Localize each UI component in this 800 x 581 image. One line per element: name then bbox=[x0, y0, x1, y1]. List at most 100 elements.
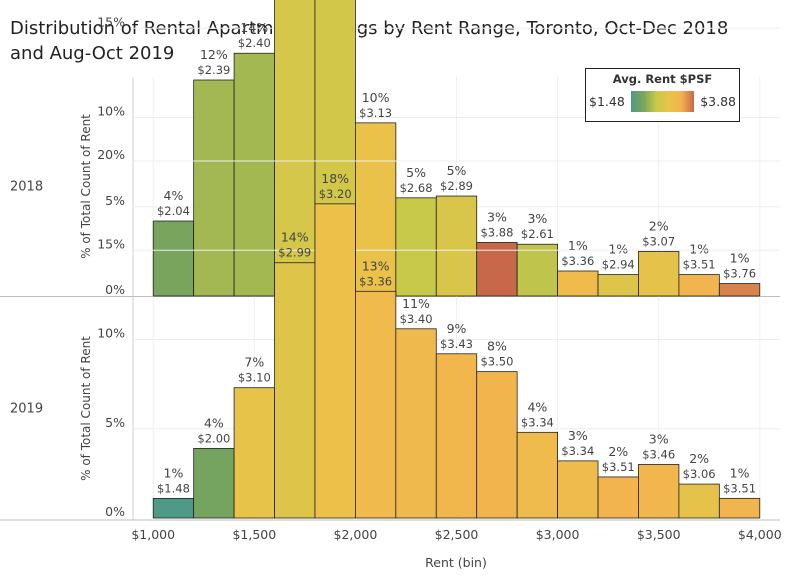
bar bbox=[435, 353, 478, 519]
bar bbox=[597, 476, 639, 519]
bar-percent-label: 2% bbox=[689, 451, 709, 466]
bar-percent-label: 1% bbox=[608, 242, 628, 257]
bar bbox=[395, 197, 437, 297]
bar-percent-label: 2% bbox=[649, 218, 669, 233]
bar bbox=[233, 387, 275, 519]
bar-percent-label: 8% bbox=[487, 339, 507, 354]
x-tick-label: $1,500 bbox=[232, 527, 276, 542]
bar bbox=[718, 283, 761, 297]
y-tick-label: 15% bbox=[97, 236, 125, 251]
y-axis-title: % of Total Count of Rent bbox=[79, 336, 93, 481]
x-tick-label: $4,000 bbox=[738, 527, 782, 542]
bar-psf-label: $2.39 bbox=[197, 63, 230, 77]
bar bbox=[152, 220, 195, 297]
bar-psf-label: $3.88 bbox=[480, 225, 513, 239]
bar-psf-label: $2.04 bbox=[157, 204, 190, 218]
bar bbox=[233, 52, 275, 297]
bar-psf-label: $3.50 bbox=[480, 355, 513, 369]
bar-psf-label: $3.51 bbox=[723, 481, 756, 495]
bar-psf-label: $3.34 bbox=[521, 415, 554, 429]
bar bbox=[678, 274, 720, 297]
bar-psf-label: $2.61 bbox=[521, 227, 554, 241]
bar bbox=[557, 270, 599, 297]
bar bbox=[557, 460, 599, 519]
bar bbox=[476, 371, 518, 519]
bar-psf-label: $3.36 bbox=[561, 254, 594, 268]
legend-title: Avg. Rent $PSF bbox=[612, 72, 713, 86]
panel-label-2019: 2019 bbox=[10, 402, 43, 417]
color-legend: Avg. Rent $PSF $1.48 $3.88 bbox=[585, 68, 740, 122]
legend-min-label: $1.48 bbox=[589, 94, 625, 109]
bar-percent-label: 11% bbox=[402, 296, 430, 311]
chart-title-line-2: and Aug-Oct 2019 bbox=[10, 43, 175, 64]
y-tick-label: 5% bbox=[105, 415, 125, 430]
panel-label-2018: 2018 bbox=[10, 180, 43, 195]
bar-psf-label: $2.40 bbox=[238, 36, 271, 50]
bar bbox=[638, 250, 680, 297]
bar bbox=[193, 447, 235, 519]
bar bbox=[193, 79, 235, 297]
bar-psf-label: $3.43 bbox=[440, 337, 473, 351]
bar bbox=[152, 497, 195, 519]
bar-psf-label: $3.36 bbox=[359, 274, 392, 288]
bar-percent-label: 14% bbox=[281, 230, 309, 245]
bar bbox=[638, 464, 680, 519]
bar-psf-label: $2.99 bbox=[278, 246, 311, 260]
bar-percent-label: 1% bbox=[164, 465, 184, 480]
bar-percent-label: 4% bbox=[164, 188, 184, 203]
bar-psf-label: $3.34 bbox=[561, 444, 594, 458]
legend-max-label: $3.88 bbox=[700, 94, 736, 109]
bar-percent-label: 18% bbox=[321, 171, 349, 186]
y-tick-label: 20% bbox=[97, 147, 125, 162]
bar bbox=[355, 122, 397, 297]
bar-percent-label: 3% bbox=[649, 431, 669, 446]
bar-psf-label: $2.68 bbox=[400, 181, 433, 195]
bar bbox=[274, 262, 316, 519]
bar-percent-label: 3% bbox=[527, 211, 547, 226]
bar-psf-label: $2.94 bbox=[602, 258, 635, 272]
bar-percent-label: 5% bbox=[406, 165, 426, 180]
bar-percent-label: 4% bbox=[204, 415, 224, 430]
bar bbox=[718, 497, 761, 519]
bar-percent-label: 4% bbox=[527, 399, 547, 414]
bar-percent-label: 5% bbox=[447, 163, 467, 178]
bar-percent-label: 1% bbox=[730, 251, 750, 266]
bar-percent-label: 10% bbox=[362, 90, 390, 105]
bar bbox=[476, 242, 518, 297]
bar bbox=[395, 328, 437, 519]
y-tick-label: 0% bbox=[105, 282, 125, 297]
y-tick-label: 0% bbox=[105, 504, 125, 519]
legend-gradient bbox=[631, 91, 694, 112]
x-tick-label: $1,000 bbox=[131, 527, 175, 542]
x-axis-title: Rent (bin) bbox=[425, 555, 487, 570]
bar-psf-label: $2.89 bbox=[440, 179, 473, 193]
bar-psf-label: $3.07 bbox=[642, 234, 675, 248]
bar-psf-label: $3.46 bbox=[642, 447, 675, 461]
y-tick-label: 10% bbox=[97, 104, 125, 119]
bar-percent-label: 3% bbox=[487, 209, 507, 224]
bar-percent-label: 7% bbox=[244, 355, 264, 370]
x-tick-label: $3,000 bbox=[536, 527, 580, 542]
bar bbox=[314, 203, 356, 519]
bar-psf-label: $3.76 bbox=[723, 267, 756, 281]
x-tick-label: $3,500 bbox=[637, 527, 681, 542]
bar-psf-label: $3.40 bbox=[400, 312, 433, 326]
bar-percent-label: 13% bbox=[362, 258, 390, 273]
y-axis-title: % of Total Count of Rent bbox=[79, 114, 93, 259]
bar-percent-label: 12% bbox=[200, 47, 228, 62]
bar bbox=[516, 243, 558, 297]
y-tick-label: 15% bbox=[97, 14, 125, 29]
bar-percent-label: 3% bbox=[568, 428, 588, 443]
bar-psf-label: $3.10 bbox=[238, 371, 271, 385]
bar-psf-label: $3.51 bbox=[602, 460, 635, 474]
bar bbox=[355, 290, 397, 519]
y-tick-label: 5% bbox=[105, 193, 125, 208]
bar-psf-label: $3.06 bbox=[683, 467, 716, 481]
bar-percent-label: 1% bbox=[568, 238, 588, 253]
y-tick-label: 10% bbox=[97, 326, 125, 341]
bar-percent-label: 1% bbox=[730, 465, 750, 480]
bar bbox=[274, 0, 316, 297]
x-tick-label: $2,500 bbox=[435, 527, 479, 542]
bar-percent-label: 1% bbox=[689, 242, 709, 257]
